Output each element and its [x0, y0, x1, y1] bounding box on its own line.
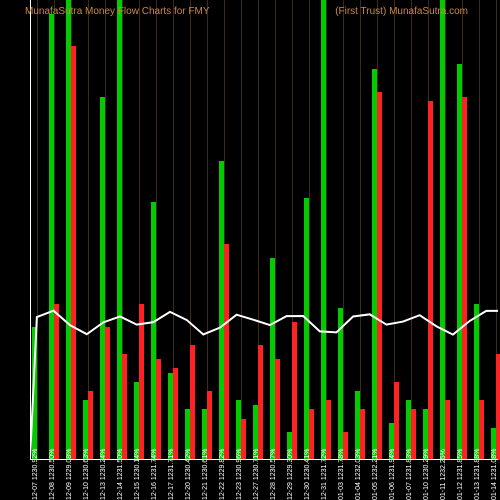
money-flow-down-bar [224, 244, 229, 460]
grid-line [360, 0, 361, 460]
grid-line [343, 0, 344, 460]
x-tick-label: 12-30 1230.41% [304, 449, 311, 500]
money-flow-down-bar [139, 304, 144, 460]
x-tick-label: 01-10 1230.29% [423, 449, 430, 500]
chart-plot-area [20, 0, 498, 460]
x-tick-label: 01-04 1232.03% [355, 449, 362, 500]
x-tick-label: 12-29 1229.30% [287, 449, 294, 500]
money-flow-down-bar [156, 359, 161, 460]
money-flow-up-bar [440, 0, 445, 460]
x-tick-label: 12-22 1229.82% [219, 449, 226, 500]
money-flow-down-bar [462, 97, 467, 460]
grid-line [445, 0, 446, 460]
money-flow-up-bar [32, 327, 37, 460]
x-tick-label: 12-07 1230.92% [32, 449, 39, 500]
x-tick-label: 12-13 1230.24% [100, 449, 107, 500]
x-tick-label: 01-03 1231.78% [338, 449, 345, 500]
x-tick-label: 12-09 1229.08% [66, 449, 73, 500]
x-tick-label: 12-17 1231.71% [168, 449, 175, 500]
x-tick-label: 01-07 1231.83% [406, 449, 413, 500]
x-tick-label: 01-06 1231.94% [389, 449, 396, 500]
x-tick-label: 12-16 1231.74% [151, 449, 158, 500]
x-tick-label: 12-23 1230.96% [236, 449, 243, 500]
x-tick-label: 12-10 1230.63% [83, 449, 90, 500]
grid-line [411, 0, 412, 460]
grid-line [479, 0, 480, 460]
money-flow-down-bar [122, 354, 127, 460]
money-flow-down-bar [292, 322, 297, 460]
x-tick-label: 12-21 1230.61% [202, 449, 209, 500]
money-flow-down-bar [71, 46, 76, 460]
x-tick-label: 12-28 1230.57% [270, 449, 277, 500]
x-tick-label: 01-13 1231.88% [474, 449, 481, 500]
money-flow-down-bar [105, 327, 110, 460]
chart-title-left: MunafaSutra Money Flow Charts for FMY [25, 6, 210, 17]
money-flow-down-bar [54, 304, 59, 460]
grid-line [326, 0, 327, 460]
x-tick-label: 12-08 1230.50% [49, 449, 56, 500]
x-axis-labels: 12-07 1230.92%12-08 1230.50%12-09 1229.0… [20, 462, 498, 500]
money-flow-down-bar [173, 368, 178, 460]
grid-line [241, 0, 242, 460]
x-tick-label: 12-31 1231.72% [321, 449, 328, 500]
x-tick-label: 01-05 1232.21% [372, 449, 379, 500]
money-flow-up-bar [321, 0, 326, 460]
chart-container: MunafaSutra Money Flow Charts for FMY (F… [10, 0, 498, 460]
grid-line [309, 0, 310, 460]
money-flow-down-bar [190, 345, 195, 460]
money-flow-down-bar [275, 359, 280, 460]
chart-header: MunafaSutra Money Flow Charts for FMY (F… [25, 6, 498, 26]
x-tick-label: 01-12 1231.85% [457, 449, 464, 500]
x-tick-label: 12-27 1230.71% [253, 449, 260, 500]
chart-title-right: (First Trust) MunafaSutra.com [335, 6, 468, 17]
y-axis [30, 0, 31, 460]
x-tick-label: 12-14 1231.50% [117, 449, 124, 500]
x-tick-label: 01-14 1231.08% [491, 449, 498, 500]
grid-line [37, 0, 38, 460]
x-tick-label: 12-20 1230.42% [185, 449, 192, 500]
money-flow-down-bar [258, 345, 263, 460]
x-tick-label: 01-11 1232.25% [440, 449, 447, 500]
x-tick-label: 12-15 1230.14% [134, 449, 141, 500]
money-flow-down-bar [377, 92, 382, 460]
money-flow-down-bar [496, 354, 500, 460]
money-flow-down-bar [428, 101, 433, 460]
